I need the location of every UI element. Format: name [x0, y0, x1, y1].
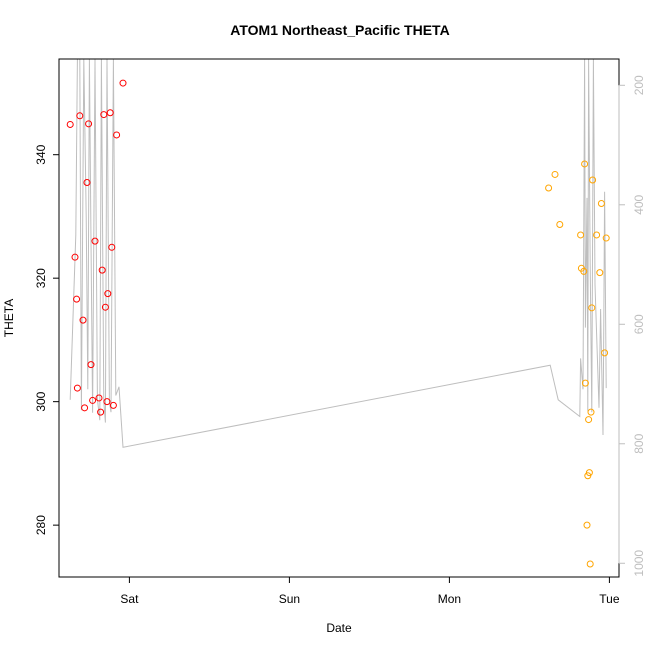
data-point-series-1: [83, 178, 91, 186]
data-point-series-1: [113, 131, 121, 139]
data-point-series-2: [596, 269, 604, 277]
y-tick-label: 300: [34, 391, 48, 411]
data-point-series-2: [551, 170, 559, 178]
data-point-series-1: [103, 398, 111, 406]
x-tick-label: Mon: [438, 592, 461, 606]
data-point-series-2: [587, 408, 595, 416]
data-point-series-1: [101, 303, 109, 311]
y-tick-label: 320: [34, 268, 48, 288]
data-point-series-1: [98, 266, 106, 274]
y2-tick-label: 800: [632, 433, 646, 453]
data-point-series-1: [100, 111, 108, 119]
data-point-series-1: [81, 404, 89, 412]
data-point-series-1: [108, 243, 116, 251]
y-axis-label: THETA: [2, 299, 16, 337]
plot-area: 280 300 320 340 200 400 600 800 1000 Sat Sun Mon Tue: [34, 58, 646, 606]
y2-tick-label: 600: [632, 314, 646, 334]
data-point-series-2: [580, 267, 588, 275]
data-point-series-1: [73, 295, 81, 303]
data-point-series-1: [119, 79, 127, 87]
x-axis-label: Date: [326, 621, 352, 635]
data-point-series-1: [87, 361, 95, 369]
x-tick-label: Tue: [599, 592, 620, 606]
data-point-series-2: [585, 469, 593, 477]
data-point-series-1: [91, 237, 99, 245]
data-point-series-2: [581, 160, 589, 168]
data-point-series-1: [104, 290, 112, 298]
data-point-series-1: [97, 408, 105, 416]
data-point-series-2: [588, 304, 596, 312]
y2-tick-label: 1000: [632, 550, 646, 577]
x-tick-label: Sun: [279, 592, 300, 606]
data-point-series-2: [545, 184, 553, 192]
data-point-series-2: [602, 234, 610, 242]
plot-frame: [58, 58, 620, 578]
y-tick-label: 280: [34, 515, 48, 535]
data-point-series-2: [556, 220, 564, 228]
data-point-series-1: [79, 316, 87, 324]
data-point-series-2: [586, 560, 594, 568]
data-point-series-1: [106, 109, 114, 117]
data-point-series-1: [85, 120, 93, 128]
data-point-series-1: [66, 120, 74, 128]
y2-tick-label: 200: [632, 75, 646, 95]
data-point-series-1: [76, 112, 84, 120]
y-tick-label: 340: [34, 144, 48, 164]
data-point-series-2: [597, 199, 605, 207]
data-point-series-1: [73, 384, 81, 392]
data-point-series-1: [109, 401, 117, 409]
profile-line: [69, 58, 607, 448]
data-point-series-1: [71, 253, 79, 261]
y2-tick-label: 400: [632, 194, 646, 214]
chart-title: ATOM1 Northeast_Pacific THETA: [230, 22, 449, 38]
data-point-series-1: [89, 396, 97, 404]
x-tick-label: Sat: [120, 592, 139, 606]
data-point-series-2: [593, 231, 601, 239]
data-point-series-2: [583, 521, 591, 529]
data-point-series-1: [95, 394, 103, 402]
data-point-series-2: [577, 231, 585, 239]
data-point-series-2: [601, 349, 609, 357]
data-point-series-2: [585, 416, 593, 424]
data-point-series-2: [581, 379, 589, 387]
data-point-series-2: [589, 176, 597, 184]
